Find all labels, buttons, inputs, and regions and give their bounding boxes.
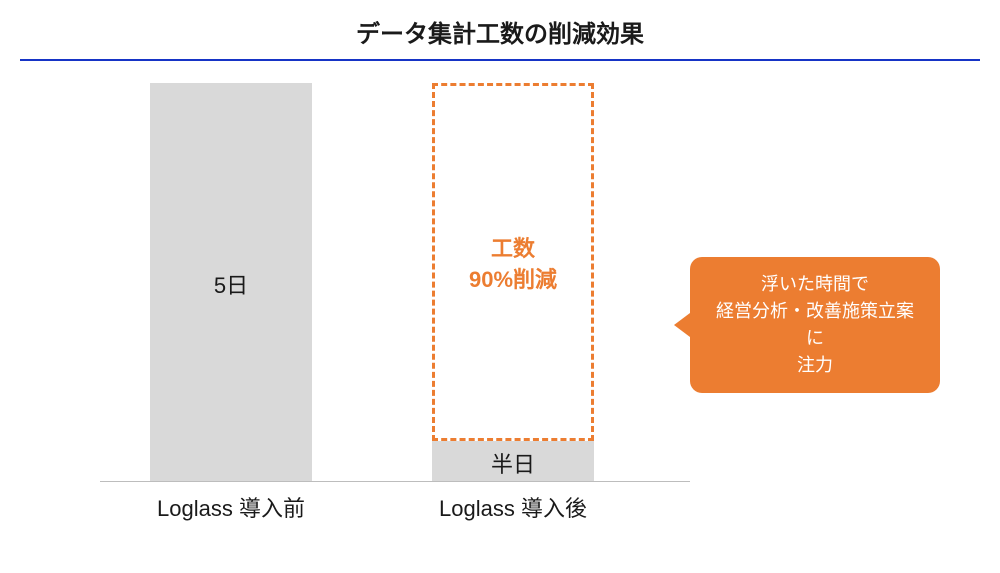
bar-after: 半日	[432, 441, 594, 481]
callout-line1: 浮いた時間で	[761, 274, 869, 294]
reduction-text-line2: 90%削減	[469, 267, 557, 292]
callout-bubble: 浮いた時間で 経営分析・改善施策立案に 注力	[690, 257, 940, 393]
x-label-after: Loglass 導入後	[383, 491, 643, 523]
bar-before-label: 5日	[150, 268, 312, 300]
reduction-text-line1: 工数	[491, 236, 535, 261]
callout-arrow-icon	[674, 313, 690, 337]
callout-line3: 注力	[797, 355, 833, 375]
reduction-dashed-box: 工数 90%削減	[432, 83, 594, 441]
chart-area: 5日 半日 工数 90%削減 Loglass 導入前 Loglass 導入後 浮…	[0, 61, 1000, 529]
x-label-before: Loglass 導入前	[101, 491, 361, 523]
x-axis-baseline	[100, 481, 690, 482]
bar-before: 5日	[150, 83, 312, 481]
bar-after-label: 半日	[432, 447, 594, 479]
chart-title: データ集計工数の削減効果	[0, 0, 1000, 59]
callout-line2: 経営分析・改善施策立案に	[716, 301, 914, 348]
reduction-text: 工数 90%削減	[435, 234, 591, 296]
